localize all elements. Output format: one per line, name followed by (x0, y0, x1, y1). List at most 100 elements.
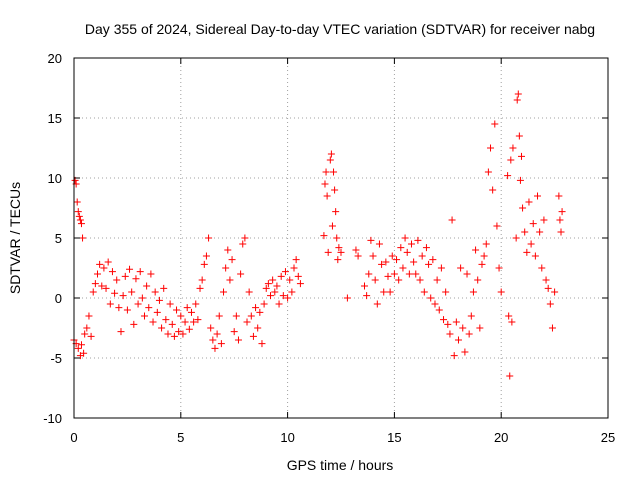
data-point (194, 316, 202, 324)
x-axis-ticks: 0 5 10 15 20 25 (70, 58, 615, 445)
data-point (407, 240, 415, 248)
data-point (352, 246, 360, 254)
data-point (252, 304, 260, 312)
data-point (228, 256, 236, 264)
data-point (269, 276, 277, 284)
data-point (205, 234, 213, 242)
data-point (77, 341, 85, 349)
data-point (104, 258, 112, 266)
data-point (440, 316, 448, 324)
data-point (393, 256, 401, 264)
data-point (509, 144, 517, 152)
data-point (192, 300, 200, 308)
data-point (328, 222, 336, 230)
data-point (397, 244, 405, 252)
data-point (136, 268, 144, 276)
data-point (76, 352, 84, 360)
data-point (450, 352, 458, 360)
data-point (558, 208, 566, 216)
y-tick-label: 20 (48, 51, 62, 66)
data-point (247, 312, 255, 320)
data-point (343, 294, 351, 302)
data-point (422, 244, 430, 252)
y-tick-label: 15 (48, 111, 62, 126)
data-point (452, 318, 460, 326)
data-point (484, 168, 492, 176)
data-point (487, 144, 495, 152)
data-point (437, 264, 445, 272)
data-point (185, 325, 193, 333)
data-point (388, 252, 396, 260)
data-point (243, 318, 251, 326)
data-point (331, 186, 339, 194)
data-point (446, 330, 454, 338)
data-point (138, 294, 146, 302)
data-point (472, 246, 480, 254)
data-point (108, 268, 116, 276)
data-point (431, 300, 439, 308)
data-point (187, 308, 195, 316)
y-axis-label: SDTVAR / TECUs (7, 182, 23, 294)
data-point (326, 156, 334, 164)
data-point (273, 282, 281, 290)
x-tick-label: 5 (177, 430, 184, 445)
y-tick-label: 0 (55, 291, 62, 306)
data-point (474, 276, 482, 284)
data-point (224, 246, 232, 254)
data-point (425, 260, 433, 268)
data-point (241, 234, 249, 242)
data-point (457, 264, 465, 272)
data-point (132, 275, 140, 283)
data-point (254, 324, 262, 332)
data-point (202, 252, 210, 260)
data-point (465, 330, 473, 338)
data-point (74, 344, 82, 352)
data-point (111, 289, 119, 297)
data-point (93, 270, 101, 278)
data-point (332, 208, 340, 216)
data-point (200, 260, 208, 268)
data-point (292, 256, 300, 264)
data-point (275, 300, 283, 308)
data-point (495, 264, 503, 272)
data-point (548, 324, 556, 332)
data-point (369, 252, 377, 260)
data-point (106, 300, 114, 308)
data-point (100, 264, 108, 272)
data-point (405, 270, 413, 278)
data-point (145, 304, 153, 312)
data-point (323, 192, 331, 200)
data-point (277, 272, 285, 280)
data-point (211, 344, 219, 352)
data-point (525, 198, 533, 206)
data-point (360, 282, 368, 290)
data-point (371, 276, 379, 284)
x-tick-label: 10 (280, 430, 294, 445)
data-point (213, 330, 221, 338)
data-point (83, 324, 91, 332)
data-point (433, 276, 441, 284)
data-point (155, 296, 163, 304)
data-point (134, 300, 142, 308)
data-point (147, 270, 155, 278)
data-point (170, 332, 178, 340)
data-point (442, 288, 450, 296)
data-point (102, 284, 110, 292)
data-point (337, 248, 345, 256)
data-point (196, 284, 204, 292)
data-point (444, 320, 452, 328)
data-point (288, 288, 296, 296)
data-point (183, 304, 191, 312)
grid (74, 58, 608, 418)
data-point (386, 288, 394, 296)
data-point (508, 318, 516, 326)
data-point (412, 270, 420, 278)
data-point (175, 328, 183, 336)
data-point (76, 216, 84, 224)
data-point (523, 248, 531, 256)
data-point (115, 304, 123, 312)
data-point (507, 156, 515, 164)
data-point (89, 288, 97, 296)
data-point (226, 276, 234, 284)
data-point (555, 192, 563, 200)
